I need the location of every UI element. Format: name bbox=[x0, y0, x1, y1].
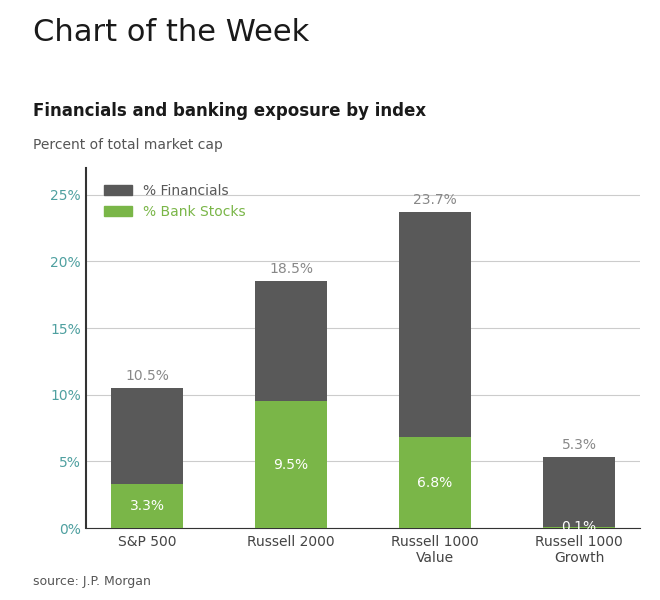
Text: 5.3%: 5.3% bbox=[562, 438, 597, 452]
Bar bbox=[255, 401, 327, 528]
Bar bbox=[399, 212, 471, 528]
Bar bbox=[111, 484, 183, 528]
Bar bbox=[543, 527, 615, 528]
Text: Chart of the Week: Chart of the Week bbox=[33, 18, 310, 47]
Text: 18.5%: 18.5% bbox=[269, 262, 313, 276]
Text: Percent of total market cap: Percent of total market cap bbox=[33, 138, 223, 152]
Bar bbox=[255, 281, 327, 528]
Legend: % Financials, % Bank Stocks: % Financials, % Bank Stocks bbox=[98, 179, 251, 224]
Text: 10.5%: 10.5% bbox=[125, 368, 169, 383]
Text: Financials and banking exposure by index: Financials and banking exposure by index bbox=[33, 102, 426, 120]
Bar bbox=[111, 388, 183, 528]
Text: 9.5%: 9.5% bbox=[273, 458, 309, 472]
Text: 0.1%: 0.1% bbox=[562, 520, 597, 535]
Bar bbox=[543, 457, 615, 528]
Text: source: J.P. Morgan: source: J.P. Morgan bbox=[33, 575, 151, 588]
Text: 23.7%: 23.7% bbox=[413, 193, 457, 206]
Text: 6.8%: 6.8% bbox=[417, 476, 453, 490]
Text: 3.3%: 3.3% bbox=[129, 499, 164, 513]
Bar bbox=[399, 437, 471, 528]
